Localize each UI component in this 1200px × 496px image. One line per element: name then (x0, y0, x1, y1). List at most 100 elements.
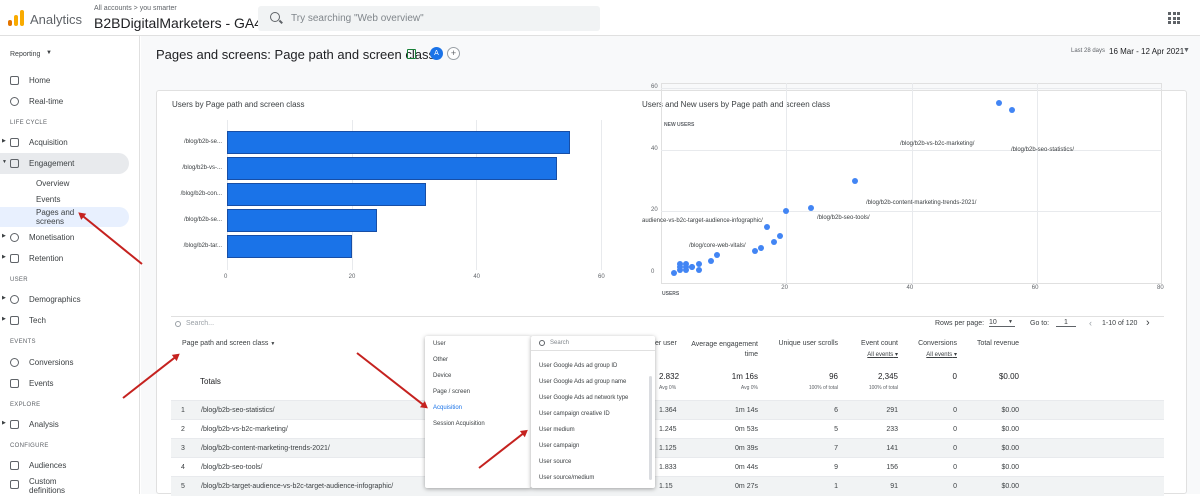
row-page-path[interactable]: /blog/b2b-content-marketing-trends-2021/ (201, 445, 330, 452)
date-range-picker[interactable]: 16 Mar - 12 Apr 2021 (1109, 47, 1185, 56)
menu-category-item[interactable]: Device (433, 373, 452, 379)
row-conversions: 0 (953, 483, 957, 490)
sidebar-item-conversions[interactable]: Conversions (0, 352, 129, 372)
sidebar-item-realtime[interactable]: Real-time (0, 91, 129, 111)
row-events: 91 (890, 483, 898, 490)
dimension-category-menu: User Other Device Page / screen Acquisition S… (425, 336, 531, 488)
goto-input[interactable]: 1 (1056, 319, 1076, 327)
menu-option-item[interactable]: User campaign (539, 443, 580, 449)
next-page-icon[interactable]: › (1146, 317, 1150, 329)
table-search-icon[interactable] (175, 321, 181, 327)
sidebar-item-pages-and-screens[interactable]: Pages and screens (36, 208, 75, 226)
totals-users: 2.832 (659, 372, 680, 381)
sidebar-item-demographics[interactable]: ▶ Demographics (0, 289, 129, 309)
scatter-point (683, 260, 690, 267)
row-index: 3 (181, 445, 185, 452)
account-breadcrumb[interactable]: All accounts > you smarter (94, 5, 177, 12)
menu-category-item[interactable]: Session Acquisition (433, 421, 485, 427)
sidebar-item-engagement[interactable]: ▼ Engagement (0, 153, 129, 173)
conversion-filter-select[interactable]: All events ▾ (926, 352, 957, 358)
menu-option-item[interactable]: User source/medium (539, 475, 595, 481)
row-scrolls: 6 (834, 407, 838, 414)
audiences-icon (10, 461, 19, 470)
table-row[interactable]: 5/blog/b2b-target-audience-vs-b2c-target… (171, 476, 1164, 496)
sidebar-item-label: Events (29, 379, 54, 388)
row-revenue: $0.00 (1001, 426, 1019, 433)
engagement-icon (10, 159, 19, 168)
export-icon[interactable] (407, 49, 416, 59)
scatter-point (695, 260, 702, 267)
section-configure: CONFIGURE (10, 443, 49, 449)
bar (227, 183, 427, 206)
col-event-count[interactable]: Event count (861, 340, 898, 347)
menu-option-item[interactable]: User Google Ads ad group name (539, 379, 627, 385)
analysis-icon (10, 420, 19, 429)
col-avg-engagement[interactable]: Average engagement time (691, 341, 758, 358)
row-page-path[interactable]: /blog/b2b-vs-b2c-marketing/ (201, 426, 288, 433)
event-filter-select[interactable]: All events ▾ (867, 352, 898, 358)
search-icon (270, 12, 280, 22)
sidebar-item-overview[interactable]: Overview (36, 179, 70, 188)
col-unique-scrolls[interactable]: Unique user scrolls (778, 340, 838, 347)
sidebar-item-tech[interactable]: ▶ Tech (0, 310, 129, 330)
sidebar-item-retention[interactable]: ▶ Retention (0, 248, 129, 268)
menu-option-item[interactable]: User source (539, 459, 572, 465)
totals-events-sub: 100% of total (868, 385, 898, 391)
flag-icon (10, 358, 19, 367)
table-row[interactable]: 2/blog/b2b-vs-b2c-marketing/1.245 0m 53s 5… (171, 419, 1164, 439)
add-comparison-icon[interactable]: + (447, 47, 460, 60)
totals-scrolls-sub: 100% of total (808, 385, 838, 391)
menu-scrollbar[interactable] (649, 376, 652, 480)
property-selector[interactable]: B2BDigitalMarketers - GA4 ▼ (94, 15, 274, 31)
row-revenue: $0.00 (1001, 483, 1019, 490)
row-revenue: $0.00 (1001, 445, 1019, 452)
sidebar-item-events-2[interactable]: Events (0, 373, 129, 393)
pages-highlight (0, 207, 129, 227)
bar (227, 157, 558, 180)
table-row[interactable]: 4/blog/b2b-seo-tools/1.833 0m 44s 9 156 0 $0.… (171, 457, 1164, 477)
col-total-revenue[interactable]: Total revenue (976, 340, 1019, 347)
menu-search-input[interactable]: Search (550, 340, 570, 346)
sidebar-item-events[interactable]: Events (36, 195, 61, 204)
scatter-point (708, 257, 715, 264)
comparison-badge[interactable]: A (430, 47, 443, 60)
menu-category-item[interactable]: Other (433, 357, 449, 363)
scatter-point (676, 260, 683, 267)
sidebar-item-home[interactable]: Home (0, 70, 129, 90)
menu-option-item[interactable]: User medium (539, 427, 575, 433)
sidebar-item-audiences[interactable]: Audiences (0, 455, 129, 475)
col-conversions[interactable]: Conversions (918, 340, 957, 347)
rows-per-page-select[interactable]: 10 ▼ (989, 319, 1015, 327)
section-events: EVENTS (10, 339, 36, 345)
sidebar-item-analysis[interactable]: ▶ Analysis (0, 414, 129, 434)
table-row[interactable]: 1/blog/b2b-seo-statistics/1.364 1m 14s 6 29… (171, 400, 1164, 420)
menu-category-item[interactable]: User (433, 341, 446, 347)
menu-option-item[interactable]: User Google Ads ad group ID (539, 363, 618, 369)
chevron-down-icon[interactable]: ▼ (1183, 47, 1190, 54)
col-users[interactable]: er user (655, 340, 677, 347)
scatter-point (714, 251, 721, 258)
analytics-logo[interactable] (8, 10, 24, 26)
menu-category-item[interactable]: Acquisition (433, 405, 463, 411)
scatter-y-tick: 0 (651, 269, 655, 275)
table-search-input[interactable]: Search... (186, 320, 215, 327)
sidebar-item-acquisition[interactable]: ▶ Acquisition (0, 132, 129, 152)
search-placeholder: Try searching "Web overview" (291, 13, 424, 24)
rows-per-page-value: 10 (989, 319, 997, 326)
reporting-label: Reporting (10, 51, 41, 58)
menu-option-item[interactable]: User campaign creative ID (539, 411, 610, 417)
table-row[interactable]: 3/blog/b2b-content-marketing-trends-2021… (171, 438, 1164, 458)
row-page-path[interactable]: /blog/b2b-seo-statistics/ (201, 407, 275, 414)
sidebar-item-custom-definitions[interactable]: Custom definitions (0, 474, 129, 496)
prev-page-icon[interactable]: ‹ (1089, 318, 1092, 328)
totals-label: Totals (200, 377, 221, 386)
row-page-path[interactable]: /blog/b2b-target-audience-vs-b2c-target-… (201, 483, 394, 490)
sidebar-item-monetisation[interactable]: ▶ Monetisation (0, 227, 129, 247)
row-page-path[interactable]: /blog/b2b-seo-tools/ (201, 464, 263, 471)
apps-grid-icon[interactable] (1168, 12, 1180, 24)
dimension-header[interactable]: Page path and screen class ▼ (182, 340, 275, 347)
menu-option-item[interactable]: User Google Ads ad network type (539, 395, 629, 401)
retention-icon (10, 254, 19, 263)
search-input[interactable]: Try searching "Web overview" (258, 6, 600, 31)
menu-category-item[interactable]: Page / screen (433, 389, 471, 395)
